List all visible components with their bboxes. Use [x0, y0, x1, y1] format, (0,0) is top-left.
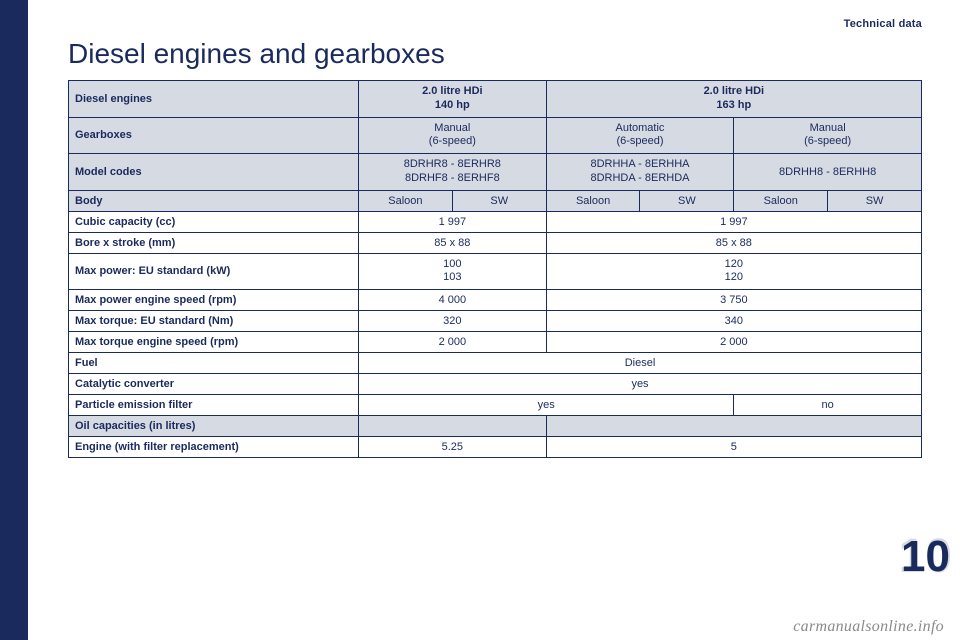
label-gearboxes: Gearboxes — [69, 117, 359, 154]
label-torquespeed: Max torque engine speed (rpm) — [69, 332, 359, 353]
bore-a: 85 x 88 — [359, 232, 547, 253]
label-fuel: Fuel — [69, 353, 359, 374]
spec-table: Diesel engines 2.0 litre HDi 140 hp 2.0 … — [68, 80, 922, 458]
powerspeed-b: 3 750 — [546, 290, 921, 311]
model-code-c: 8DRHH8 - 8ERHH8 — [734, 154, 922, 191]
label-bore: Bore x stroke (mm) — [69, 232, 359, 253]
row-model-codes: Model codes 8DRHR8 - 8ERHR8 8DRHF8 - 8ER… — [69, 154, 922, 191]
powerspeed-a: 4 000 — [359, 290, 547, 311]
engine-b: 2.0 litre HDi 163 hp — [546, 81, 921, 118]
row-powerspeed: Max power engine speed (rpm) 4 000 3 750 — [69, 290, 922, 311]
maxpower-a: 100 103 — [359, 253, 547, 290]
gearbox-b: Automatic (6-speed) — [546, 117, 734, 154]
pef-b: no — [734, 395, 922, 416]
label-body: Body — [69, 190, 359, 211]
maxpower-b: 120 120 — [546, 253, 921, 290]
gearbox-a-type: Manual — [365, 122, 540, 136]
body-c-saloon: Saloon — [734, 190, 828, 211]
breadcrumb: Technical data — [68, 18, 922, 30]
fuel-val: Diesel — [359, 353, 922, 374]
body-a-saloon: Saloon — [359, 190, 453, 211]
page-title: Diesel engines and gearboxes — [68, 38, 922, 70]
engine-a-name: 2.0 litre HDi — [365, 85, 540, 99]
label-cubic: Cubic capacity (cc) — [69, 211, 359, 232]
maxpower-a-l2: 103 — [365, 271, 540, 285]
engine-filter-a: 5.25 — [359, 437, 547, 458]
torquespeed-b: 2 000 — [546, 332, 921, 353]
row-oil: Oil capacities (in litres) — [69, 416, 922, 437]
gearbox-c: Manual (6-speed) — [734, 117, 922, 154]
row-torque: Max torque: EU standard (Nm) 320 340 — [69, 311, 922, 332]
model-code-a: 8DRHR8 - 8ERHR8 8DRHF8 - 8ERHF8 — [359, 154, 547, 191]
label-model-codes: Model codes — [69, 154, 359, 191]
left-sidebar-bar — [0, 0, 28, 640]
oil-a — [359, 416, 547, 437]
torque-a: 320 — [359, 311, 547, 332]
torquespeed-a: 2 000 — [359, 332, 547, 353]
label-maxpower: Max power: EU standard (kW) — [69, 253, 359, 290]
oil-b — [546, 416, 921, 437]
gearbox-c-speed: (6-speed) — [740, 135, 915, 149]
model-code-a-l2: 8DRHF8 - 8ERHF8 — [365, 172, 540, 186]
maxpower-b-l1: 120 — [553, 258, 915, 272]
label-torque: Max torque: EU standard (Nm) — [69, 311, 359, 332]
engine-b-hp: 163 hp — [553, 99, 915, 113]
gearbox-a-speed: (6-speed) — [365, 135, 540, 149]
row-gearboxes: Gearboxes Manual (6-speed) Automatic (6-… — [69, 117, 922, 154]
page-content: Technical data Diesel engines and gearbo… — [28, 0, 960, 640]
engine-a: 2.0 litre HDi 140 hp — [359, 81, 547, 118]
row-bore: Bore x stroke (mm) 85 x 88 85 x 88 — [69, 232, 922, 253]
body-b-sw: SW — [640, 190, 734, 211]
label-engines: Diesel engines — [69, 81, 359, 118]
gearbox-a: Manual (6-speed) — [359, 117, 547, 154]
row-torquespeed: Max torque engine speed (rpm) 2 000 2 00… — [69, 332, 922, 353]
torque-b: 340 — [546, 311, 921, 332]
maxpower-b-l2: 120 — [553, 271, 915, 285]
row-catalytic: Catalytic converter yes — [69, 374, 922, 395]
gearbox-b-type: Automatic — [553, 122, 728, 136]
body-b-saloon: Saloon — [546, 190, 640, 211]
model-code-a-l1: 8DRHR8 - 8ERHR8 — [365, 158, 540, 172]
cubic-a: 1 997 — [359, 211, 547, 232]
row-body: Body Saloon SW Saloon SW Saloon SW — [69, 190, 922, 211]
engine-b-name: 2.0 litre HDi — [553, 85, 915, 99]
model-code-b-l1: 8DRHHA - 8ERHHA — [553, 158, 728, 172]
row-engine-filter: Engine (with filter replacement) 5.25 5 — [69, 437, 922, 458]
row-engines: Diesel engines 2.0 litre HDi 140 hp 2.0 … — [69, 81, 922, 118]
gearbox-c-type: Manual — [740, 122, 915, 136]
pef-a: yes — [359, 395, 734, 416]
row-cubic: Cubic capacity (cc) 1 997 1 997 — [69, 211, 922, 232]
catalytic-val: yes — [359, 374, 922, 395]
engine-filter-b: 5 — [546, 437, 921, 458]
model-code-b: 8DRHHA - 8ERHHA 8DRHDA - 8ERHDA — [546, 154, 734, 191]
label-catalytic: Catalytic converter — [69, 374, 359, 395]
body-c-sw: SW — [828, 190, 922, 211]
model-code-b-l2: 8DRHDA - 8ERHDA — [553, 172, 728, 186]
row-fuel: Fuel Diesel — [69, 353, 922, 374]
watermark: carmanualsonline.info — [793, 618, 944, 636]
label-oil: Oil capacities (in litres) — [69, 416, 359, 437]
cubic-b: 1 997 — [546, 211, 921, 232]
label-pef: Particle emission filter — [69, 395, 359, 416]
bore-b: 85 x 88 — [546, 232, 921, 253]
row-pef: Particle emission filter yes no — [69, 395, 922, 416]
label-engine-filter: Engine (with filter replacement) — [69, 437, 359, 458]
engine-a-hp: 140 hp — [365, 99, 540, 113]
chapter-number: 10 — [901, 532, 950, 582]
maxpower-a-l1: 100 — [365, 258, 540, 272]
label-powerspeed: Max power engine speed (rpm) — [69, 290, 359, 311]
row-maxpower: Max power: EU standard (kW) 100 103 120 … — [69, 253, 922, 290]
body-a-sw: SW — [452, 190, 546, 211]
gearbox-b-speed: (6-speed) — [553, 135, 728, 149]
